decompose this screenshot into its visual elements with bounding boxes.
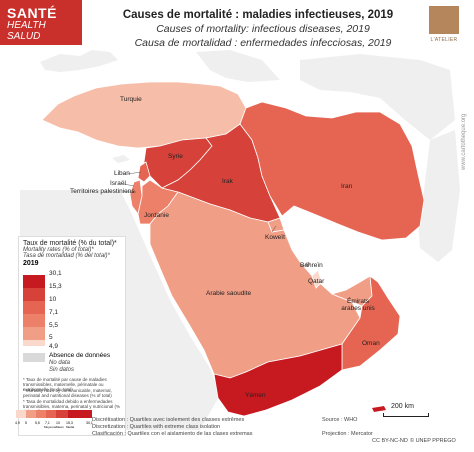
badge-sante: SANTÉ bbox=[7, 5, 57, 21]
histo-caption-1: Moyenne bbox=[44, 425, 57, 429]
leader-lebanon bbox=[127, 171, 142, 175]
label-bahrain: Bahreïn bbox=[300, 262, 323, 269]
land-central-asia bbox=[300, 54, 455, 140]
legend-nodata-swatch bbox=[23, 353, 45, 362]
label-qatar: Qatar bbox=[308, 278, 325, 285]
legend-nodata-french: Absence de données bbox=[49, 352, 111, 359]
title-french: Causes de mortalité : maladies infectieu… bbox=[122, 9, 394, 21]
leader-bahrain bbox=[301, 263, 309, 267]
histo-label-1: 4,9 bbox=[15, 421, 20, 425]
legend-swatch-4 bbox=[23, 314, 45, 327]
footer-license: CC BY-NC-ND bbox=[372, 438, 408, 444]
publisher-logo: L'ATELIER bbox=[424, 6, 464, 48]
label-saudi-arabia: Arabie saoudite bbox=[206, 290, 252, 297]
country-iran bbox=[239, 101, 425, 241]
histo-label-6: 15,3 bbox=[66, 421, 73, 425]
scale-bar bbox=[383, 413, 429, 417]
histo-label-4: 7,1 bbox=[45, 421, 50, 425]
legend-year: 2019 bbox=[23, 260, 39, 267]
label-syria: Syrie bbox=[168, 153, 183, 160]
footer-credit: © UNEP PPREGO bbox=[410, 438, 456, 444]
histo-caption-3: Media bbox=[66, 425, 75, 429]
legend-break-6: 5 bbox=[49, 334, 53, 341]
logo-text: L'ATELIER bbox=[430, 37, 458, 43]
land-europe bbox=[40, 50, 118, 72]
badge-health: HEALTH bbox=[7, 20, 46, 31]
label-turkey: Turquie bbox=[120, 96, 142, 103]
logo-square-icon bbox=[429, 6, 459, 34]
footer-discretisation: Discrétisation : Quartiles avec isolemen… bbox=[92, 417, 245, 423]
legend-swatch-1 bbox=[23, 275, 45, 288]
scale-label: 200 km bbox=[391, 403, 414, 410]
legend-title-english: Mortality rates (% of total)* bbox=[23, 247, 94, 253]
legend-swatch-6 bbox=[23, 340, 45, 346]
legend-swatch-5 bbox=[23, 327, 45, 340]
label-lebanon: Liban bbox=[114, 170, 130, 177]
label-palestine: Territoires palestiniens bbox=[70, 188, 135, 195]
leader-kuwait bbox=[271, 225, 277, 233]
country-lebanon bbox=[137, 161, 151, 183]
histo-label-5: 10 bbox=[56, 421, 60, 425]
footer-discretization: Discretization : Quartiles with extreme … bbox=[92, 424, 221, 430]
legend-break-2: 15,3 bbox=[49, 283, 62, 290]
legend-swatch-2 bbox=[23, 288, 45, 301]
legend-title-spanish: Tasa de mortalidad (% del total)* bbox=[23, 253, 110, 259]
footer-projection: Projection : Mercator bbox=[322, 431, 373, 437]
legend-break-4: 7,1 bbox=[49, 309, 59, 316]
section-badge: SANTÉ HEALTH SALUD bbox=[0, 0, 82, 45]
label-iran: Iran bbox=[341, 183, 353, 190]
map-legend: Taux de mortalité (% du total)* Mortalit… bbox=[18, 236, 126, 436]
legend-nodata-spanish: Sin datos bbox=[49, 367, 75, 373]
histo-label-3: 5,5 bbox=[35, 421, 40, 425]
label-israel: Israël bbox=[110, 180, 126, 187]
footer-source: Source : WHO bbox=[322, 417, 358, 423]
map-titles: Causes de mortalité : maladies infectieu… bbox=[0, 9, 474, 49]
legend-break-7: 4,9 bbox=[49, 343, 59, 350]
histo-bar-3 bbox=[36, 410, 46, 418]
label-uae: Émirats arabes unis bbox=[341, 298, 375, 312]
legend-nodata-english: No data bbox=[49, 360, 71, 366]
label-oman: Oman bbox=[362, 340, 380, 347]
label-yemen: Yémen bbox=[245, 392, 266, 399]
legend-note-french: * Taux de mortalité par cause de maladie… bbox=[23, 377, 107, 392]
distribution-histogram: 4,9 5 5,5 7,1 10 15,3 30,1 Moyenne Mean … bbox=[15, 410, 93, 429]
leader-israel bbox=[123, 183, 135, 187]
legend-break-1: 30,1 bbox=[49, 270, 62, 277]
histo-bar-6 bbox=[68, 410, 92, 418]
country-qatar bbox=[311, 269, 323, 289]
histo-bar-4 bbox=[46, 410, 56, 418]
histo-bar-5 bbox=[56, 410, 68, 418]
legend-note-english: * Mortality rates by communicable, mater… bbox=[23, 388, 112, 398]
title-spanish: Causa de mortalidad : enfermedades infec… bbox=[134, 37, 392, 49]
land-cyprus bbox=[112, 155, 130, 163]
legend-break-3: 10 bbox=[49, 296, 57, 303]
badge-salud: SALUD bbox=[7, 31, 41, 42]
histo-bar-1 bbox=[16, 410, 26, 418]
land-pakistan bbox=[418, 130, 460, 262]
label-iraq: Irak bbox=[222, 178, 233, 185]
island-socotra bbox=[372, 406, 386, 412]
histo-bar-2 bbox=[26, 410, 36, 418]
footer-clasificacion: Clasificación : Quartiles con el aislami… bbox=[92, 431, 253, 437]
legend-break-5: 5,5 bbox=[49, 322, 59, 329]
land-caucasus bbox=[196, 50, 280, 82]
label-jordan: Jordanie bbox=[144, 212, 169, 219]
histo-label-7: 30,1 bbox=[86, 421, 93, 425]
histo-label-2: 5 bbox=[25, 421, 27, 425]
legend-swatch-3 bbox=[23, 301, 45, 314]
label-kuwait: Koweït bbox=[265, 234, 285, 241]
histo-caption-2: Mean bbox=[56, 425, 64, 429]
legend-title-french: Taux de mortalité (% du total)* bbox=[23, 240, 117, 247]
country-yemen bbox=[213, 343, 343, 417]
title-english: Causes of mortality: infectious diseases… bbox=[156, 23, 370, 35]
